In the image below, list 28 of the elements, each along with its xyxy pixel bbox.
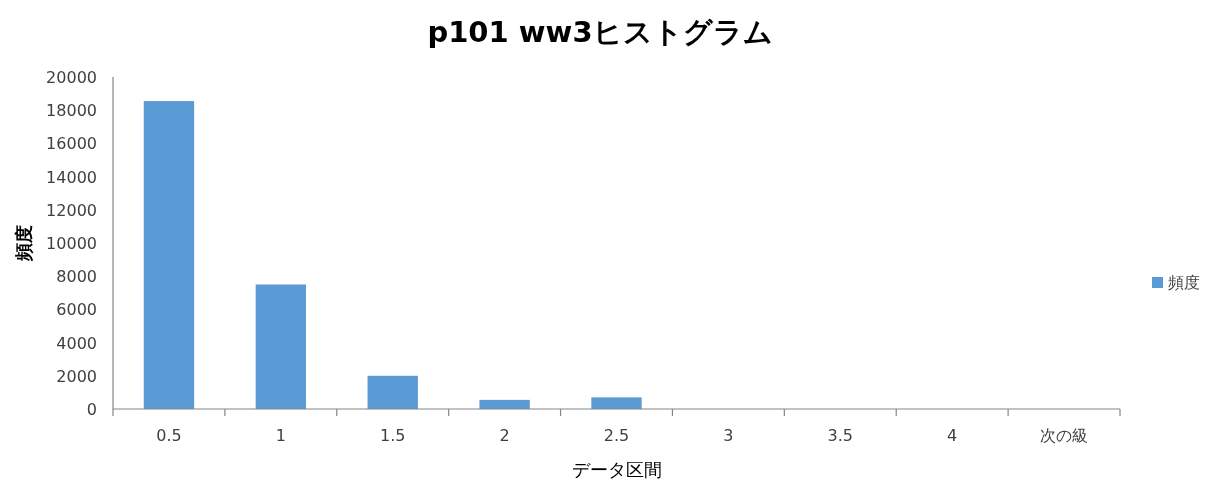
x-tick-label: 2 [499, 426, 510, 445]
chart-title: p101 ww3ヒストグラム [427, 15, 773, 49]
x-tick-label: 3 [723, 426, 734, 445]
y-axis-title: 頻度 [13, 225, 34, 262]
x-tick-label: 2.5 [603, 426, 630, 445]
x-tick-label: 3.5 [827, 426, 853, 445]
bar [143, 101, 195, 409]
y-tick-label: 4000 [56, 333, 97, 353]
y-tick-label: 18000 [46, 101, 97, 121]
x-tick-label: 次の級 [1040, 426, 1089, 445]
y-tick-label: 12000 [46, 200, 97, 220]
x-axis-title: データ区間 [571, 459, 662, 480]
y-tick-label: 14000 [46, 167, 97, 187]
y-tick-label: 2000 [56, 366, 97, 386]
bar [367, 375, 418, 409]
legend-label: 頻度 [1168, 273, 1200, 292]
y-tick-label: 0 [86, 400, 97, 419]
x-tick-label: 0.5 [156, 426, 182, 445]
y-tick-label: 8000 [56, 267, 97, 287]
x-tick-label: 4 [947, 426, 958, 445]
bar [255, 284, 307, 409]
x-tick-label: 1.5 [380, 426, 406, 445]
y-tick-label: 20000 [46, 68, 97, 87]
y-tick-label: 10000 [46, 234, 97, 253]
y-tick-label: 16000 [46, 134, 97, 154]
bar [591, 397, 642, 409]
x-tick-label: 1 [275, 426, 286, 445]
y-tick-label: 6000 [56, 300, 97, 320]
